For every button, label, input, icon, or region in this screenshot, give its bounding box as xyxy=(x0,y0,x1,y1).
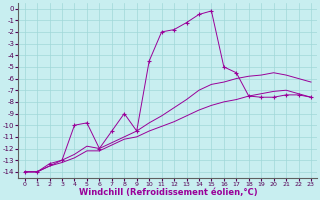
X-axis label: Windchill (Refroidissement éolien,°C): Windchill (Refroidissement éolien,°C) xyxy=(78,188,257,197)
